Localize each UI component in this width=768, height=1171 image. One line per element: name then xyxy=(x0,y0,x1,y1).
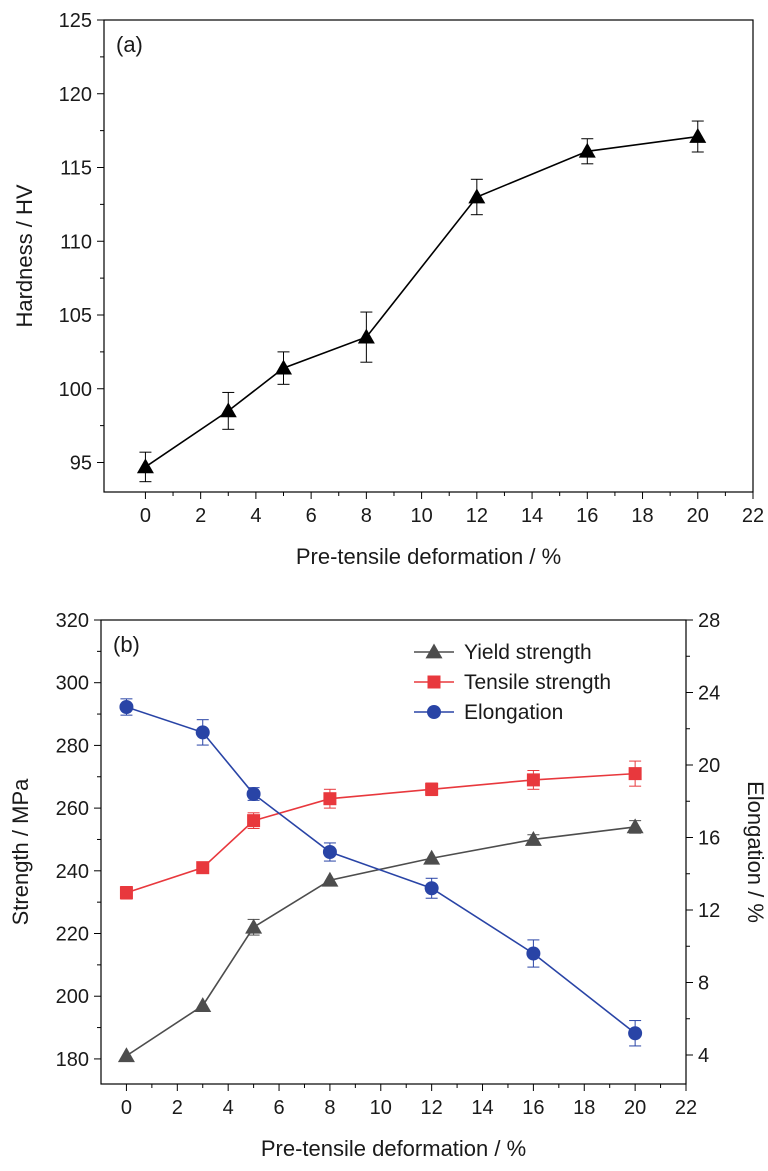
y-axis-title: Hardness / HV xyxy=(12,184,37,327)
data-point xyxy=(246,787,261,801)
y2-tick-label: 20 xyxy=(698,755,720,777)
data-point xyxy=(322,845,337,859)
y-tick-label: 260 xyxy=(56,798,89,820)
x-axis-title: Pre-tensile deformation / % xyxy=(296,544,561,569)
y-tick-label: 320 xyxy=(56,610,89,632)
x-tick-label: 4 xyxy=(223,1097,234,1119)
x-tick-label: 12 xyxy=(466,505,488,527)
y2-tick-label: 24 xyxy=(698,683,720,705)
data-point xyxy=(628,767,642,781)
y2-tick-label: 28 xyxy=(698,610,720,632)
data-point xyxy=(425,782,439,796)
panel-b: 0 2 4 6 8 10 12 14 16 18 20 22180200220240260280300… xyxy=(8,610,768,1161)
data-point xyxy=(219,402,237,418)
series-0 xyxy=(136,120,707,483)
x-tick-label: 22 xyxy=(675,1097,697,1119)
y2-tick-label: 16 xyxy=(698,828,720,850)
data-point xyxy=(468,188,486,204)
x-tick-label: 0 xyxy=(121,1097,132,1119)
x-tick-label: 16 xyxy=(576,505,598,527)
data-point xyxy=(275,359,293,375)
data-point xyxy=(117,1047,135,1063)
plot-frame xyxy=(100,619,687,1085)
y-tick-label: 200 xyxy=(56,986,89,1008)
panel-label: (b) xyxy=(113,632,140,657)
x-tick-label: 2 xyxy=(195,505,206,527)
data-point xyxy=(323,792,337,806)
data-point xyxy=(136,458,154,474)
data-point xyxy=(119,886,133,900)
data-point xyxy=(689,128,707,143)
series-1 xyxy=(119,760,642,900)
y-tick-label: 220 xyxy=(56,924,89,946)
legend-marker xyxy=(427,675,441,689)
x-tick-label: 18 xyxy=(631,505,653,527)
data-point xyxy=(245,918,263,934)
x-tick-label: 22 xyxy=(742,505,764,527)
x-tick-label: 4 xyxy=(250,505,261,527)
data-point xyxy=(195,725,210,740)
series-2 xyxy=(119,698,643,1047)
data-point xyxy=(626,818,644,834)
y2-tick-label: 8 xyxy=(698,973,709,995)
panel-a: 0 2 4 6 8 10 12 14 16 18 20 22 95 100 105 110 115 120 125 P… xyxy=(12,10,764,569)
y-tick-label: 300 xyxy=(56,673,89,695)
data-point xyxy=(628,1026,643,1041)
x-tick-label: 6 xyxy=(273,1097,284,1119)
x-tick-label: 0 xyxy=(140,505,151,527)
y-tick-label: 115 xyxy=(60,158,92,180)
data-point xyxy=(526,773,540,787)
series-0 xyxy=(117,818,644,1063)
x-tick-label: 8 xyxy=(324,1097,335,1119)
x-tick-label: 12 xyxy=(421,1097,443,1119)
x-tick-label: 20 xyxy=(624,1097,646,1119)
y2-axis-title: Elongation / % xyxy=(743,781,768,923)
panel-label: (a) xyxy=(116,32,143,57)
data-point xyxy=(524,830,542,846)
x-tick-label: 18 xyxy=(573,1097,595,1119)
y-axis-title: Strength / MPa xyxy=(8,778,33,926)
x-tick-label: 6 xyxy=(306,505,317,527)
legend-label: Elongation xyxy=(464,701,563,724)
data-point xyxy=(196,861,210,875)
data-point xyxy=(247,814,261,828)
y-tick-label: 95 xyxy=(70,453,92,475)
data-point xyxy=(357,328,375,344)
x-tick-label: 10 xyxy=(370,1097,392,1119)
x-axis-title: Pre-tensile deformation / % xyxy=(261,1136,526,1161)
y-tick-label: 180 xyxy=(56,1049,89,1071)
x-tick-label: 14 xyxy=(521,505,543,527)
x-tick-label: 14 xyxy=(471,1097,493,1119)
y-tick-label: 240 xyxy=(56,861,89,883)
y-tick-label: 120 xyxy=(59,84,92,106)
x-tick-label: 2 xyxy=(172,1097,183,1119)
data-point xyxy=(578,142,596,158)
x-tick-label: 20 xyxy=(687,505,709,527)
plot-frame xyxy=(103,19,754,493)
y-tick-label: 110 xyxy=(60,231,92,253)
legend-marker xyxy=(427,705,441,719)
series-line xyxy=(126,772,636,894)
data-point xyxy=(424,881,439,896)
y2-tick-label: 12 xyxy=(698,900,720,922)
legend-marker xyxy=(425,643,443,659)
y-tick-label: 125 xyxy=(59,10,92,32)
data-point xyxy=(194,997,212,1012)
data-point xyxy=(526,946,541,961)
data-point xyxy=(423,849,441,865)
y-tick-label: 105 xyxy=(59,305,92,327)
legend-label: Tensile strength xyxy=(464,671,611,694)
x-tick-label: 8 xyxy=(361,505,372,527)
data-point xyxy=(119,700,134,714)
y-tick-label: 280 xyxy=(56,735,89,757)
legend-label: Yield strength xyxy=(464,641,592,664)
data-point xyxy=(321,871,339,887)
x-tick-label: 10 xyxy=(410,505,432,527)
x-tick-label: 16 xyxy=(522,1097,544,1119)
y2-tick-label: 4 xyxy=(698,1045,709,1067)
y-tick-label: 100 xyxy=(59,379,92,401)
